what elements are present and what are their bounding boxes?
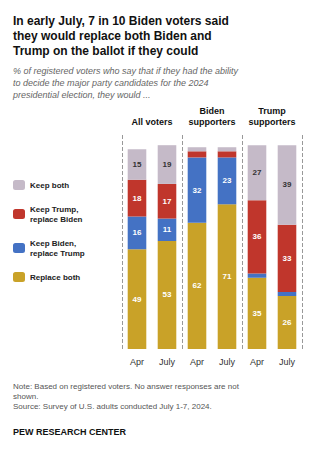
svg-text:53: 53 bbox=[163, 290, 172, 299]
svg-text:PEW RESEARCH CENTER: PEW RESEARCH CENTER bbox=[13, 427, 127, 437]
svg-text:19: 19 bbox=[163, 160, 172, 169]
svg-text:In early July, 7 in 10 Biden v: In early July, 7 in 10 Biden voters said bbox=[13, 14, 229, 28]
svg-text:32: 32 bbox=[193, 186, 202, 195]
svg-text:Replace both: Replace both bbox=[30, 273, 80, 282]
svg-text:July: July bbox=[159, 357, 176, 367]
svg-text:All voters: All voters bbox=[131, 117, 172, 127]
svg-text:replace Trump: replace Trump bbox=[30, 249, 85, 258]
svg-text:39: 39 bbox=[283, 180, 292, 189]
svg-text:35: 35 bbox=[253, 309, 262, 318]
svg-text:supporters: supporters bbox=[248, 117, 295, 127]
svg-text:Note: Based on registered vote: Note: Based on registered voters. No ans… bbox=[13, 382, 240, 391]
svg-text:62: 62 bbox=[193, 281, 202, 290]
svg-text:23: 23 bbox=[223, 176, 232, 185]
svg-text:Apr: Apr bbox=[250, 357, 264, 367]
svg-text:71: 71 bbox=[223, 272, 232, 281]
svg-text:15: 15 bbox=[133, 160, 142, 169]
svg-text:27: 27 bbox=[253, 168, 262, 177]
svg-text:16: 16 bbox=[133, 228, 142, 237]
svg-text:July: July bbox=[219, 357, 236, 367]
svg-text:Apr: Apr bbox=[130, 357, 144, 367]
svg-text:36: 36 bbox=[253, 232, 262, 241]
svg-text:17: 17 bbox=[163, 197, 172, 206]
svg-text:% of registered voters who say: % of registered voters who say that if t… bbox=[13, 66, 239, 76]
svg-text:Source: Survey of U.S. adults: Source: Survey of U.S. adults conducted … bbox=[13, 402, 212, 411]
svg-text:shown.: shown. bbox=[13, 392, 38, 401]
svg-text:to decide the major party cand: to decide the major party candidates for… bbox=[13, 78, 209, 88]
svg-text:presidential election, they wo: presidential election, they would ... bbox=[12, 90, 151, 100]
svg-text:Trump: Trump bbox=[258, 106, 286, 116]
svg-text:26: 26 bbox=[283, 318, 292, 327]
svg-text:11: 11 bbox=[163, 225, 172, 234]
svg-text:Keep Trump,: Keep Trump, bbox=[30, 205, 78, 214]
svg-text:Keep Biden,: Keep Biden, bbox=[30, 239, 76, 248]
svg-text:they would replace both Biden: they would replace both Biden and bbox=[13, 29, 212, 43]
svg-text:Keep both: Keep both bbox=[30, 181, 69, 190]
svg-text:Trump on the ballot if they co: Trump on the ballot if they could bbox=[13, 44, 198, 58]
svg-text:33: 33 bbox=[283, 254, 292, 263]
svg-text:49: 49 bbox=[133, 295, 142, 304]
svg-text:18: 18 bbox=[133, 194, 142, 203]
svg-text:replace Biden: replace Biden bbox=[30, 215, 83, 224]
svg-text:Biden: Biden bbox=[199, 106, 224, 116]
svg-text:Apr: Apr bbox=[190, 357, 204, 367]
svg-text:supporters: supporters bbox=[188, 117, 235, 127]
svg-text:July: July bbox=[279, 357, 296, 367]
